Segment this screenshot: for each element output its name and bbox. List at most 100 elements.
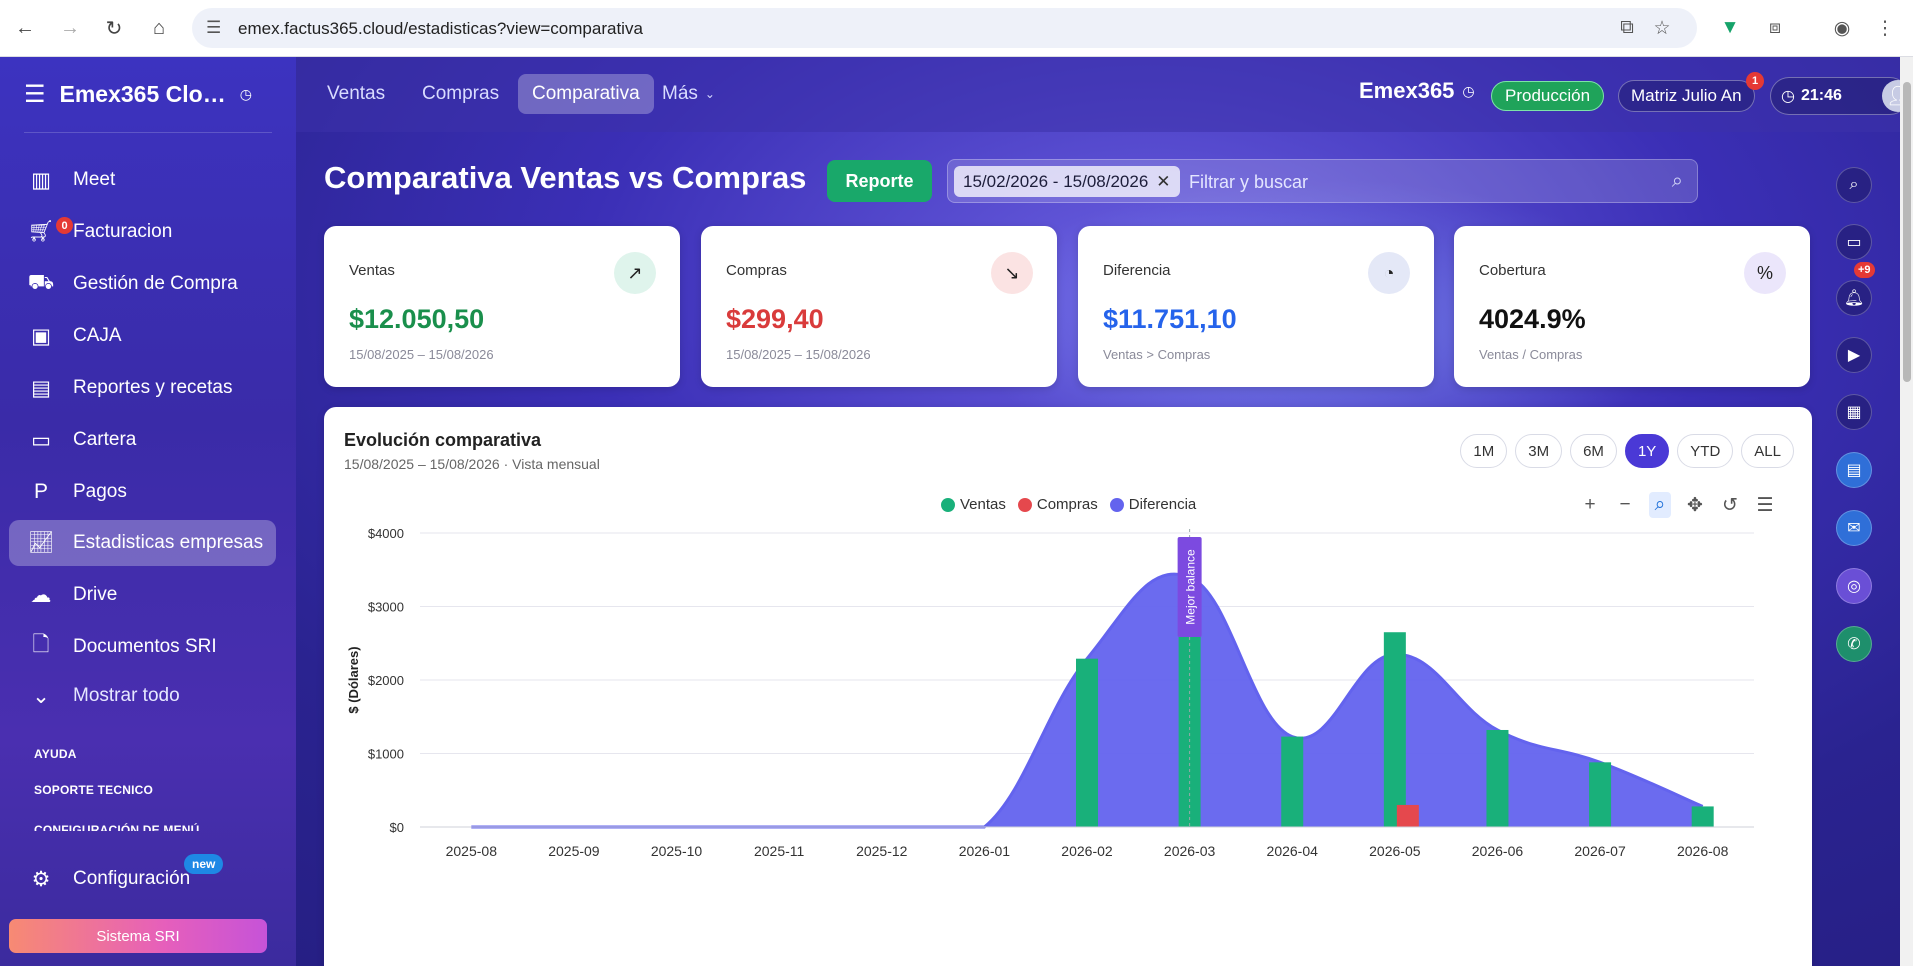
tab-mas[interactable]: Más ⌄: [648, 74, 729, 114]
legend-item-ventas[interactable]: Ventas: [941, 496, 1006, 513]
kpi-label: Ventas: [349, 262, 395, 279]
extensions-icon[interactable]: ⧈: [1768, 17, 1782, 38]
range-ytd-button[interactable]: YTD: [1677, 434, 1734, 468]
trend-up-icon: ↗: [614, 252, 656, 294]
sidebar-item-gestion-compra[interactable]: ⛟ Gestión de Compra: [9, 261, 276, 307]
sidebar-item-documentos-sri[interactable]: 🗋︎ Documentos SRI: [9, 624, 276, 670]
support-link[interactable]: SOPORTE TECNICO: [34, 783, 154, 797]
bar-ventas: [1691, 806, 1714, 827]
range-3m-button[interactable]: 3M: [1515, 434, 1563, 468]
zoom-out-icon[interactable]: −: [1619, 494, 1631, 515]
chat-icon[interactable]: ✉: [1836, 510, 1872, 546]
kpi-subtext: 15/08/2025 – 15/08/2026: [349, 347, 494, 362]
show-all-label: Mostrar todo: [73, 685, 180, 706]
range-1y-button[interactable]: 1Y: [1624, 434, 1670, 468]
extension-vue-icon[interactable]: ▼: [1720, 17, 1740, 38]
x-tick-label: 2025-10: [651, 843, 703, 859]
pan-icon[interactable]: ✥: [1687, 494, 1703, 516]
sidebar-item-drive[interactable]: ☁ Drive: [9, 572, 276, 618]
sidebar-item-label: Facturacion: [73, 221, 173, 242]
search-input[interactable]: [1189, 169, 1609, 195]
search-icon[interactable]: ⌕: [1836, 167, 1872, 203]
sidebar-item-label: Documentos SRI: [73, 636, 217, 657]
tab-compras[interactable]: Compras: [422, 83, 500, 104]
sistema-sri-button[interactable]: Sistema SRI: [9, 919, 267, 953]
sidebar-item-meet[interactable]: ▥ Meet: [9, 157, 276, 203]
sidebar-item-caja[interactable]: ▣ CAJA: [9, 313, 276, 359]
x-tick-label: 2025-11: [754, 843, 805, 859]
address-bar[interactable]: ☰ emex.factus365.cloud/estadisticas?view…: [192, 8, 1697, 48]
calendar-icon[interactable]: ▦: [1836, 394, 1872, 430]
range-6m-button[interactable]: 6M: [1570, 434, 1617, 468]
brand-name[interactable]: Emex365 Clo…: [59, 80, 226, 107]
kpi-card-diferencia: Diferencia $11.751,10 Ventas > Compras ◔: [1078, 226, 1434, 387]
hamburger-menu-icon[interactable]: ☰: [24, 80, 46, 108]
environment-badge[interactable]: Producción: [1491, 81, 1605, 111]
browser-menu-icon[interactable]: ⋮: [1875, 17, 1895, 39]
bar-ventas: [1076, 658, 1098, 827]
chart-subtitle: 15/08/2025 – 15/08/2026 · Vista mensual: [344, 456, 600, 472]
range-1m-button[interactable]: 1M: [1460, 434, 1508, 468]
x-tick-label: 2026-08: [1677, 843, 1729, 859]
legend-label: Diferencia: [1128, 496, 1197, 513]
report-button[interactable]: Reporte: [827, 160, 932, 202]
filter-bar: 15/02/2026 - 15/08/2026 ✕ ⌕: [947, 159, 1698, 203]
scroll-thumb[interactable]: [1903, 82, 1911, 382]
app-root: ☰ Emex365 Clo… ◷ ▥ Meet 🛒︎ 0 Facturacion…: [0, 57, 1913, 966]
kpi-subtext: Ventas > Compras: [1103, 347, 1211, 362]
bell-icon[interactable]: 🔔︎: [1836, 280, 1872, 316]
url-text[interactable]: emex.factus365.cloud/estadisticas?view=c…: [238, 19, 643, 38]
reload-icon[interactable]: ↻: [105, 17, 123, 40]
tab-mas-label: Más: [662, 83, 698, 104]
legend-item-compras[interactable]: Compras: [1017, 496, 1098, 513]
bookmark-star-icon[interactable]: ☆: [1653, 17, 1671, 39]
tab-ventas[interactable]: Ventas: [327, 83, 386, 104]
legend-item-diferencia[interactable]: Diferencia: [1109, 496, 1197, 513]
sidebar-item-reportes[interactable]: ▤ Reportes y recetas: [9, 365, 276, 411]
kpi-value: $299,40: [726, 304, 824, 334]
sidebar-item-cartera[interactable]: ▭ Cartera: [9, 417, 276, 463]
wallet-icon[interactable]: ▭: [1836, 224, 1872, 260]
home-icon[interactable]: ⌂: [152, 16, 166, 39]
sidebar-item-estadisticas[interactable]: 📈︎ Estadisticas empresas: [9, 520, 276, 566]
play-icon[interactable]: ▶: [1836, 337, 1872, 373]
help-link[interactable]: AYUDA: [34, 747, 77, 761]
x-tick-label: 2026-03: [1164, 843, 1216, 859]
legend-label: Compras: [1036, 496, 1098, 513]
y-tick-label: $0: [390, 820, 404, 835]
pie-icon: ◔: [1368, 252, 1410, 294]
branch-selector[interactable]: Matriz Julio An: [1618, 80, 1755, 112]
sidebar-item-configuracion[interactable]: ⚙ Configuración: [9, 856, 276, 902]
back-icon[interactable]: ←: [15, 16, 35, 39]
x-tick-label: 2025-08: [446, 843, 498, 859]
date-range-chip[interactable]: 15/02/2026 - 15/08/2026 ✕: [954, 166, 1180, 197]
time-value: 21:46: [1800, 87, 1842, 104]
range-all-button[interactable]: ALL: [1741, 434, 1794, 468]
chart-menu-icon[interactable]: ☰: [1756, 494, 1774, 516]
comparison-chart: $0 $1000 $2000 $3000 $4000 $ (Dólares) 2025-08…: [346, 526, 1754, 859]
sidebar-item-facturacion[interactable]: 🛒︎ 0 Facturacion: [9, 209, 276, 255]
tab-comparativa[interactable]: Comparativa: [518, 74, 654, 114]
whatsapp-icon[interactable]: ✆: [1836, 626, 1872, 662]
install-app-icon[interactable]: ⧉: [1620, 17, 1634, 38]
sidebar-item-label: Cartera: [73, 429, 137, 450]
zoom-in-icon[interactable]: +: [1584, 494, 1596, 515]
reset-icon[interactable]: ↺: [1722, 494, 1738, 516]
kpi-card-compras: Compras $299,40 15/08/2025 – 15/08/2026 …: [701, 226, 1057, 387]
scrollbar[interactable]: [1900, 57, 1913, 966]
close-icon[interactable]: ✕: [1156, 171, 1171, 191]
sidebar-item-pagos[interactable]: P Pagos: [9, 469, 276, 515]
support-icon[interactable]: ◎: [1836, 568, 1872, 604]
news-icon[interactable]: ▤: [1836, 452, 1872, 488]
zoom-select-icon[interactable]: ⌕: [1649, 492, 1671, 518]
menu-config-link[interactable]: CONFIGURACIÓN DE MENÚ: [34, 823, 200, 831]
forward-icon[interactable]: →: [60, 16, 80, 39]
profile-avatar-icon[interactable]: ◉: [1833, 17, 1851, 39]
search-icon[interactable]: ⌕: [1671, 170, 1683, 192]
time-display[interactable]: ◷ 21:46: [1770, 77, 1909, 115]
top-brand: Emex365 ◷: [1359, 78, 1475, 104]
show-all-toggle[interactable]: ⌄ Mostrar todo: [9, 673, 276, 719]
line-chart-icon: 📈︎: [27, 531, 55, 554]
site-settings-icon[interactable]: ☰: [206, 18, 222, 37]
kpi-value: $11.751,10: [1103, 304, 1237, 334]
